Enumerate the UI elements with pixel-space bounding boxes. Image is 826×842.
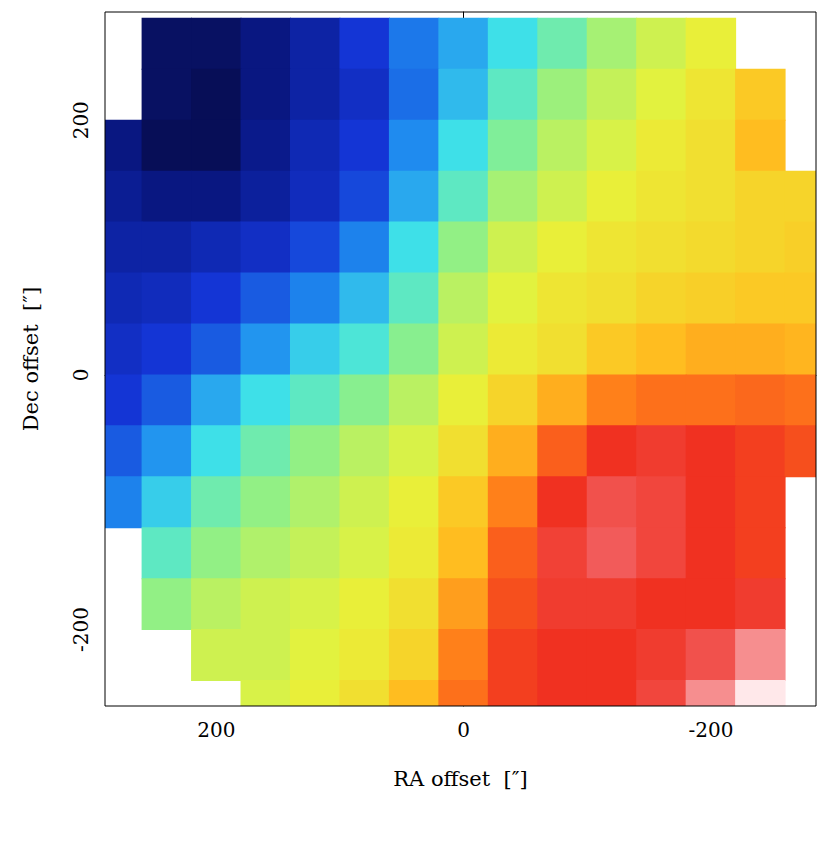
svg-text:200: 200	[197, 718, 235, 742]
svg-text:200: 200	[69, 101, 93, 139]
svg-text:-200: -200	[688, 718, 733, 742]
svg-text:-200: -200	[69, 607, 93, 652]
svg-text:0: 0	[69, 369, 93, 382]
svg-text:0: 0	[457, 718, 470, 742]
svg-text:Dec offset [″]: Dec offset [″]	[19, 287, 43, 432]
svg-text:RA offset [″]: RA offset [″]	[393, 767, 527, 791]
